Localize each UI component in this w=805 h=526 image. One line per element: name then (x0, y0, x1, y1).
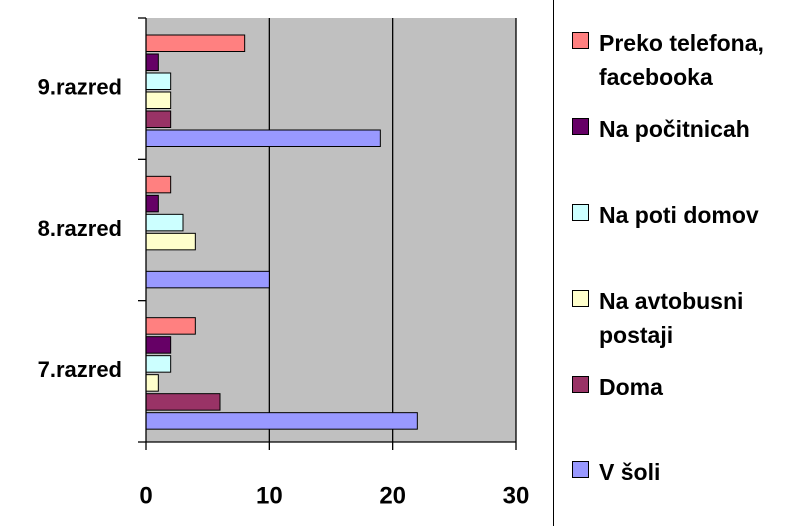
legend-entry: Doma (572, 370, 799, 404)
bar (145, 374, 159, 392)
legend-label: Na avtobusni postaji (599, 288, 744, 348)
bar (145, 412, 418, 430)
bar (145, 194, 159, 213)
bar (145, 91, 172, 109)
bar (145, 34, 246, 52)
bar (145, 213, 184, 232)
legend-label: Na počitnicah (599, 116, 750, 142)
legend-entry: Preko telefona, facebooka (572, 26, 799, 94)
legend-entry: Na počitnicah (572, 112, 799, 146)
y-tick-label: 9.razred (38, 74, 122, 99)
legend-label: V šoli (599, 459, 661, 485)
legend-entry: V šoli (572, 455, 799, 489)
legend-swatch (572, 118, 589, 135)
legend-entry: Na poti domov (572, 198, 799, 232)
legend: Preko telefona, facebooka Na počitnicah Na… (553, 0, 805, 526)
legend-entry: Na avtobusni postaji (572, 284, 799, 352)
bar (145, 110, 172, 128)
legend-label: Na poti domov (599, 202, 759, 228)
bar (145, 393, 221, 411)
chart: 0 10 20 30 7.razred 8.razred 9.razred (38, 17, 530, 509)
bar (145, 129, 381, 147)
x-tick-label: 30 (503, 482, 530, 509)
x-tick-label: 0 (139, 482, 152, 509)
legend-swatch (572, 461, 589, 478)
legend-swatch (572, 376, 589, 393)
plot-area (146, 18, 516, 442)
legend-swatch (572, 204, 589, 221)
bar (145, 336, 172, 354)
bar (145, 232, 196, 251)
x-tick-label: 10 (256, 482, 283, 509)
legend-swatch (572, 32, 589, 49)
legend-swatch (572, 290, 589, 307)
y-tick-label: 7.razred (38, 357, 122, 382)
legend-label: Preko telefona, facebooka (599, 30, 764, 90)
bar (145, 72, 172, 90)
bar (145, 270, 270, 289)
x-tick-label: 20 (379, 482, 406, 509)
bar (145, 355, 172, 373)
y-tick-label: 8.razred (38, 216, 122, 241)
legend-label: Doma (599, 374, 663, 400)
bar (145, 175, 172, 194)
bar (145, 53, 159, 71)
bar (145, 317, 196, 335)
